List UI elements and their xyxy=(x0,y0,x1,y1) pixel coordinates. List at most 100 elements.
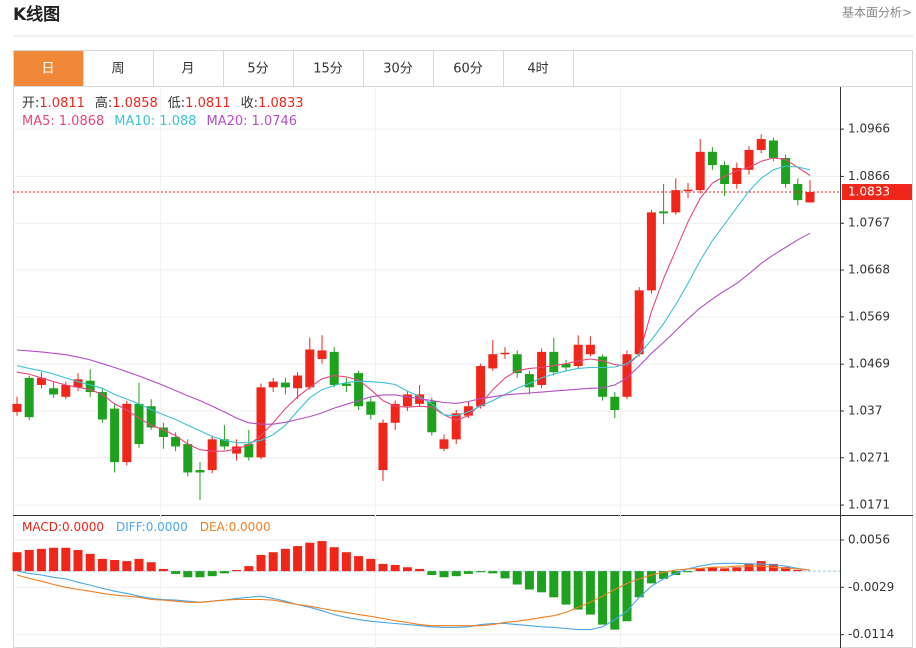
macd-legend: DEA:0.0000 xyxy=(200,520,271,534)
macd-bar xyxy=(244,566,254,572)
y-tick-label: 1.0171 xyxy=(848,498,890,512)
line-name: DEA: xyxy=(200,520,229,534)
tab[interactable] xyxy=(503,50,574,87)
candle-body xyxy=(585,344,595,355)
line-value: 0.0000 xyxy=(229,520,271,534)
macd-bar xyxy=(280,548,290,572)
fundamental-link[interactable]: 基本面分析> xyxy=(842,6,912,20)
y-tick-label: 1.0271 xyxy=(848,450,890,464)
info-label: 低: xyxy=(168,96,185,111)
candle-body xyxy=(268,381,278,388)
info-label: 高: xyxy=(95,95,112,111)
candle-body xyxy=(512,354,522,374)
macd-bar xyxy=(512,571,522,585)
candle-body xyxy=(634,290,644,355)
candle-body xyxy=(622,354,632,397)
line-name: DIFF: xyxy=(116,520,146,534)
ma-name: MA20: xyxy=(207,114,248,129)
candle-body xyxy=(683,189,693,192)
y-tick-label: 1.0866 xyxy=(848,169,890,183)
candle-body xyxy=(207,439,217,471)
last-price-tag xyxy=(842,184,912,201)
macd-bar xyxy=(402,567,412,572)
tab-label[interactable]: 日 xyxy=(41,62,54,77)
tab-label[interactable]: 15分 xyxy=(313,62,343,77)
macd-bar xyxy=(732,567,742,572)
macd-bar xyxy=(744,563,754,572)
tab-label[interactable]: 4时 xyxy=(527,62,548,77)
macd-bar xyxy=(85,553,95,572)
ma-line xyxy=(16,157,811,452)
y-tick-label: 1.037 xyxy=(848,403,882,417)
macd-legend: DIFF:0.0000 xyxy=(116,520,188,534)
line-value: 0.0000 xyxy=(146,520,188,534)
candle-body xyxy=(146,406,156,428)
ma-legend: MA20: 1.0746 xyxy=(207,114,298,129)
candle-body xyxy=(671,190,681,213)
ma-legend: MA5: 1.0868 xyxy=(22,114,104,129)
tab-label[interactable]: 60分 xyxy=(453,62,483,77)
info-label: 开: xyxy=(22,96,39,111)
candle-body xyxy=(183,444,193,473)
macd-bar xyxy=(781,567,791,572)
tab-label[interactable]: 周 xyxy=(111,62,124,77)
candle-body xyxy=(451,413,461,440)
candle-body xyxy=(732,167,742,184)
page-title: K线图 xyxy=(13,4,60,25)
candle-body xyxy=(744,149,754,170)
candle-body xyxy=(329,351,339,385)
candle-body xyxy=(85,380,95,393)
candle-body xyxy=(122,403,132,463)
candle-body xyxy=(524,374,534,388)
tab[interactable] xyxy=(83,50,154,87)
macd-bar xyxy=(183,571,193,578)
macd-bar xyxy=(427,571,437,576)
info-label: 收: xyxy=(241,96,258,111)
tab[interactable] xyxy=(13,50,84,87)
candle-body xyxy=(610,396,620,411)
macd-bar xyxy=(659,571,669,579)
candle-body xyxy=(12,403,22,412)
candle-body xyxy=(768,140,778,158)
tab[interactable] xyxy=(153,50,224,87)
macd-bar xyxy=(110,560,120,572)
macd-bar xyxy=(500,571,510,579)
macd-bar xyxy=(366,558,376,572)
candle-body xyxy=(537,351,547,385)
macd-bar xyxy=(646,571,656,584)
y-tick-label: -0.0114 xyxy=(848,627,894,641)
plot: 1.0966 1.0866 1.0767 1.0668 1.0569 1.0469 1.03… xyxy=(12,122,912,641)
tab-label[interactable]: 月 xyxy=(181,62,194,77)
y-tick-label: 1.0966 xyxy=(848,122,890,136)
macd-bar xyxy=(97,558,107,572)
info-value: 1.0833 xyxy=(258,96,304,111)
candle-body xyxy=(463,406,473,416)
macd-bar xyxy=(610,571,620,630)
candle-body xyxy=(427,401,437,433)
candle-body xyxy=(134,403,144,445)
candle-body xyxy=(171,436,181,447)
y-tick-label: 1.0569 xyxy=(848,309,890,323)
macd-bar xyxy=(524,571,534,590)
info-value: 1.0858 xyxy=(112,96,158,111)
ohlc-info: 低:1.0811 xyxy=(168,96,231,111)
macd-bar xyxy=(268,552,278,572)
macd-bar xyxy=(146,562,156,572)
ma-name: MA5: xyxy=(22,114,55,129)
macd-bar xyxy=(158,568,168,572)
tab-label[interactable]: 30分 xyxy=(383,62,413,77)
tabs: 日 周 月 5分 15分 30分 60分 4时 xyxy=(13,50,574,87)
macd-bar xyxy=(232,570,242,572)
info-value: 1.0811 xyxy=(185,96,231,111)
candle-body xyxy=(598,356,608,397)
ma-value: 1.088 xyxy=(159,114,196,129)
tab-label[interactable]: 5分 xyxy=(247,62,268,77)
macd-bar xyxy=(122,561,132,572)
macd-bar xyxy=(293,546,303,572)
tab[interactable] xyxy=(293,50,364,87)
candle-body xyxy=(49,388,59,395)
candle-body xyxy=(659,211,669,214)
ma-legend: MA10: 1.088 xyxy=(114,114,196,129)
